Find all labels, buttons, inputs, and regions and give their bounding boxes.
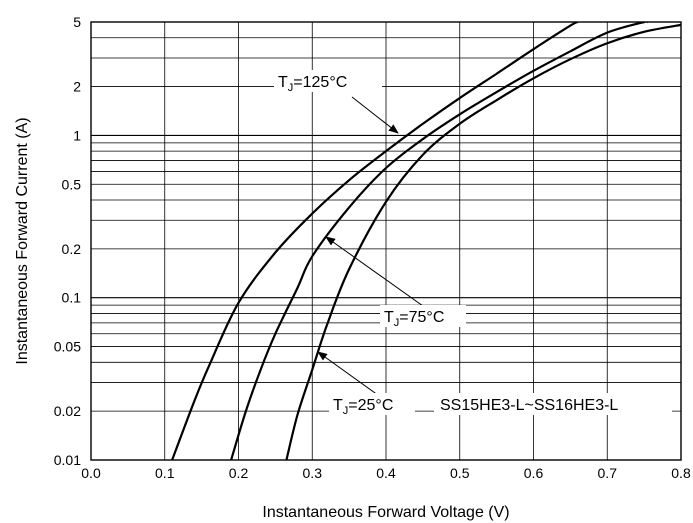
series-line-tj-125c [171,22,579,460]
series-line-tj-75c [230,22,650,460]
y-axis-label: Instantaneous Forward Current (A) [14,117,31,364]
curves [171,22,681,460]
y-tick-label: 1 [73,127,81,143]
x-axis-label: Instantaneous Forward Voltage (V) [262,504,509,521]
y-tick-labels: 0.01 0.02 0.05 0.1 0.2 0.5 1 2 5 [54,14,81,468]
part-label-background [434,393,672,415]
x-tick-label: 0.6 [524,465,544,481]
annotation-rest: =25°C [348,397,393,414]
x-tick-label: 0.2 [229,465,249,481]
part-number-label: SS15HE3-L~SS16HE3-L [440,397,618,414]
annotation-background [380,305,466,327]
x-tick-label: 0.4 [376,465,396,481]
annotation-main: T [384,309,394,326]
y-tick-label: 5 [73,14,81,30]
annotation-main: T [333,397,343,414]
y-tick-label: 0.01 [54,452,81,468]
x-tick-label: 0.0 [81,465,101,481]
annotation-arrow [325,236,431,312]
x-tick-label: 0.1 [155,465,175,481]
y-tick-label: 0.02 [54,403,81,419]
annotation-background [329,393,415,415]
annotations: TJ=125°CTJ=75°CTJ=25°C SS15HE3-L~SS16HE3-… [274,70,672,417]
annotation-label: TJ=25°C [333,397,393,417]
annotation-label: TJ=75°C [384,309,444,329]
x-tick-label: 0.5 [450,465,470,481]
y-tick-label: 0.2 [62,241,82,257]
annotation-arrow [351,96,399,134]
annotation-subscript: J [343,405,349,417]
annotation-label: TJ=125°C [278,74,347,94]
x-tick-label: 0.3 [303,465,323,481]
plot-frame [90,21,682,461]
annotation-rest: =125°C [293,74,347,91]
y-tick-label: 0.1 [62,290,82,306]
y-tick-label: 0.5 [62,176,82,192]
annotation-background [274,70,382,92]
x-tick-labels: 0.0 0.1 0.2 0.3 0.4 0.5 0.6 0.7 0.8 [81,465,691,481]
x-tick-label: 0.8 [671,465,691,481]
annotation-main: T [278,74,288,91]
annotation-rest: =75°C [399,309,444,326]
y-tick-label: 0.05 [54,339,81,355]
annotation-arrow [317,351,383,399]
annotation-subscript: J [394,317,400,329]
y-tick-label: 2 [73,79,81,95]
annotation-subscript: J [288,82,294,94]
x-tick-label: 0.7 [598,465,618,481]
series-line-tj-25c [285,23,681,460]
